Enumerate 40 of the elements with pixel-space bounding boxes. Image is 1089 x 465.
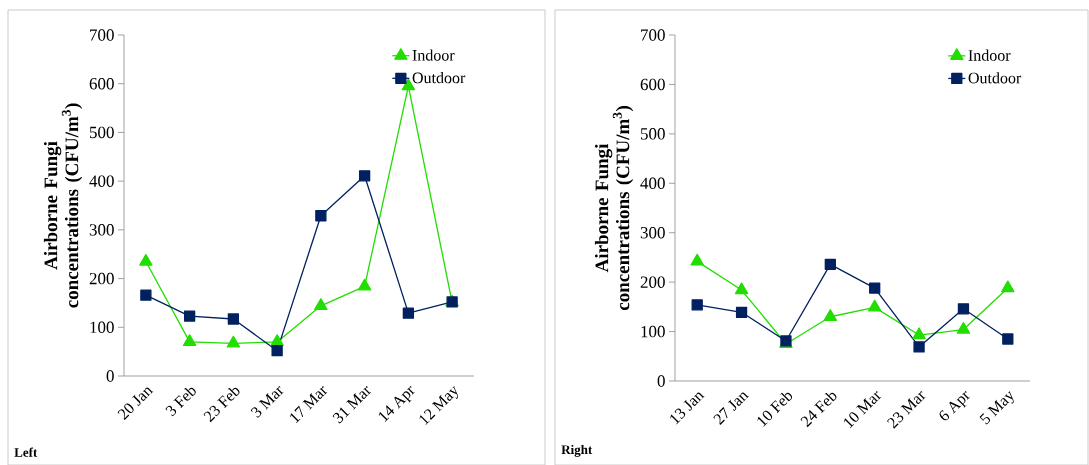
y-tick-label: 500 <box>89 126 114 139</box>
y-tick-label: 400 <box>89 175 114 187</box>
x-tick-label: 10 Feb <box>757 392 793 427</box>
x-tick-label: 20 Jan <box>117 387 154 420</box>
x-tick-label: 23 Feb <box>203 387 240 423</box>
y-tick-label: 0 <box>657 375 665 387</box>
y-tick-label: 400 <box>640 177 665 190</box>
x-tick-label: 6 Apr <box>939 390 970 421</box>
x-tick-label: 3 Mar <box>250 385 284 418</box>
x-tick-label: 31 Mar <box>332 385 372 424</box>
x-tick-label: 5 May <box>979 390 1014 425</box>
x-tick-label: 23 Mar <box>887 390 926 429</box>
legend-label: Indoor <box>412 49 455 61</box>
y-tick-label: 100 <box>90 321 114 334</box>
x-tick-label: 3 Feb <box>165 387 196 417</box>
y-tick-label: 300 <box>89 224 114 236</box>
legend-label: Outdoor <box>412 71 466 84</box>
x-tick-label: 12 May <box>419 386 459 426</box>
y-tick-label: 200 <box>640 276 665 288</box>
x-tick-label: 13 Jan <box>670 392 705 425</box>
y-tick-label: 300 <box>640 226 665 239</box>
legend-label: Outdoor <box>968 72 1022 84</box>
y-tick-label: 500 <box>640 128 665 140</box>
y-tick-label: 700 <box>90 29 114 41</box>
x-tick-label: 24 Feb <box>800 392 837 428</box>
y-tick-label: 100 <box>641 325 665 338</box>
x-tick-label: 10 Mar <box>843 390 882 429</box>
y-axis-title: Airborne Fungi concentrations (CFU/m$^{3}$) <box>594 106 634 311</box>
x-tick-label: 14 Apr <box>378 385 415 422</box>
y-tick-label: 0 <box>106 370 114 382</box>
y-tick-label: 200 <box>89 272 114 285</box>
legend-label: Indoor <box>968 49 1011 61</box>
y-tick-label: 700 <box>641 29 665 41</box>
x-tick-label: 17 Mar <box>290 385 328 424</box>
y-tick-label: 600 <box>89 77 114 90</box>
y-tick-label: 600 <box>640 78 665 91</box>
x-tick-label: 27 Jan <box>713 392 749 425</box>
y-axis-title: Airborne Fungi concentrations (CFU/m$^{3}$) <box>43 103 83 308</box>
text: Left <box>14 447 38 457</box>
text: Right <box>561 444 593 457</box>
